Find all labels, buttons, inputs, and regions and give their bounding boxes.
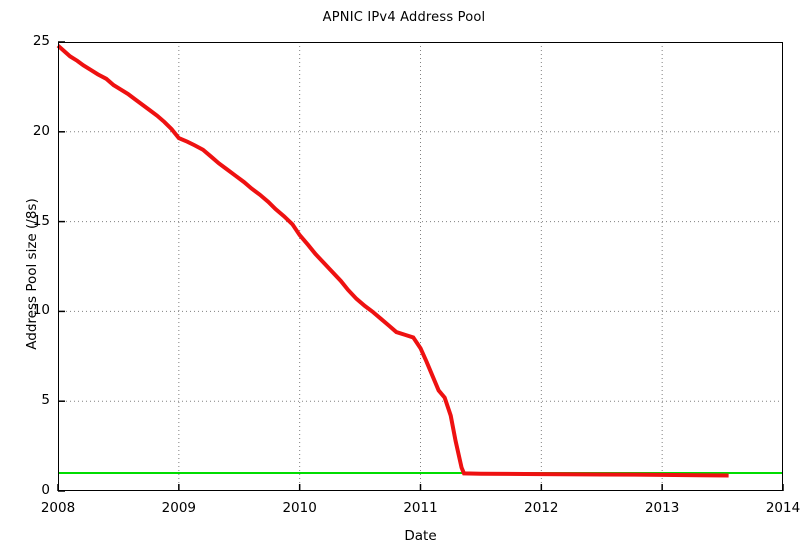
x-axis-title: Date xyxy=(404,528,437,544)
data-series-group xyxy=(56,44,783,478)
plot-svg xyxy=(56,41,784,492)
x-tick-label: 2012 xyxy=(524,500,559,516)
x-tick-label: 2014 xyxy=(765,500,801,516)
chart-title: APNIC IPv4 Address Pool xyxy=(322,10,486,25)
x-tick-label: 2008 xyxy=(40,500,76,516)
plot-frame-border xyxy=(58,42,783,491)
x-tick-label: 2009 xyxy=(161,500,196,516)
y-tick-label: 25 xyxy=(32,33,50,49)
y-tick-label: 5 xyxy=(41,392,50,409)
x-tick-label: 2010 xyxy=(282,500,317,516)
series-line xyxy=(56,44,729,478)
plot-area xyxy=(56,41,784,492)
gridlines xyxy=(58,42,783,491)
y-tick-label: 20 xyxy=(32,122,50,139)
y-tick-label: 0 xyxy=(41,482,50,498)
y-tick-label: 10 xyxy=(32,302,50,319)
x-tick-label: 2011 xyxy=(403,500,438,516)
x-tick-label: 2013 xyxy=(644,500,680,516)
y-tick-label: 15 xyxy=(32,212,50,229)
